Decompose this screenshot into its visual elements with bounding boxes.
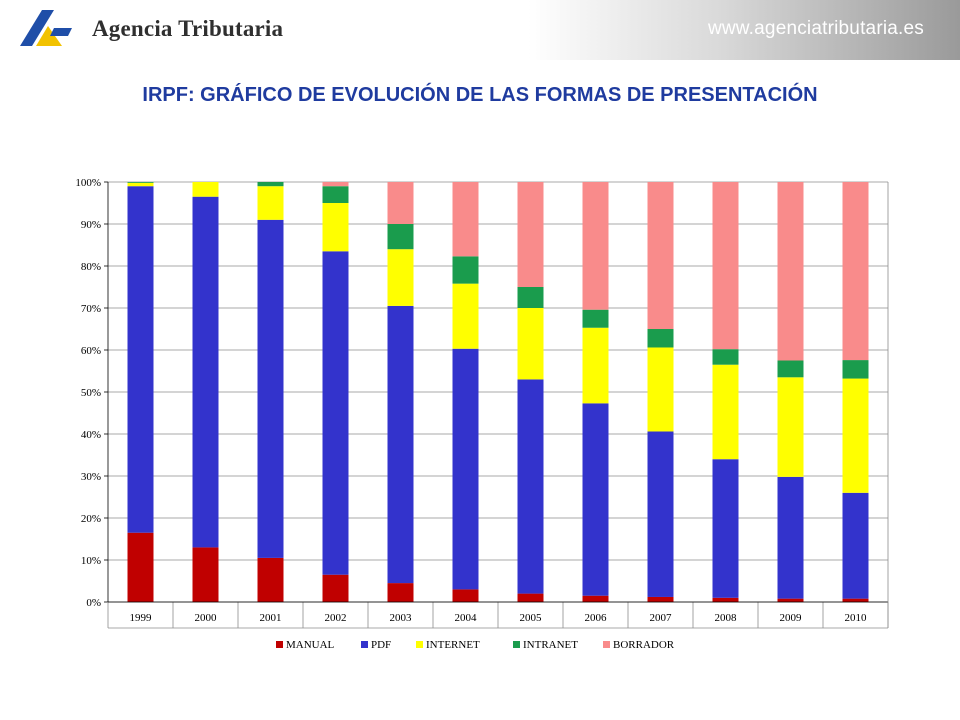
bar-intranet-2004 — [452, 256, 479, 284]
y-tick-label: 90% — [81, 219, 101, 231]
bar-intranet-2001 — [257, 182, 284, 187]
x-tick-label: 2005 — [520, 612, 543, 624]
bar-pdf-2005 — [517, 379, 544, 594]
legend-swatch-intranet — [513, 641, 520, 648]
bar-internet-2008 — [712, 364, 739, 460]
x-tick-label: 2001 — [260, 612, 282, 624]
bar-manual-2005 — [517, 593, 544, 602]
x-tick-label: 2002 — [325, 612, 347, 624]
bar-intranet-2007 — [647, 329, 674, 348]
bar-intranet-2005 — [517, 287, 544, 308]
legend-label-pdf: PDF — [371, 639, 391, 651]
y-tick-label: 60% — [81, 345, 101, 357]
bar-intranet-2002 — [322, 186, 349, 203]
bar-manual-2010 — [842, 598, 869, 602]
legend-swatch-borrador — [603, 641, 610, 648]
bar-intranet-2003 — [387, 224, 414, 250]
bar-internet-2001 — [257, 186, 284, 220]
bar-pdf-2004 — [452, 348, 479, 590]
bar-intranet-2006 — [582, 309, 609, 328]
bar-internet-1999 — [127, 182, 154, 187]
bar-borrador-2007 — [647, 182, 674, 329]
bar-internet-2005 — [517, 308, 544, 380]
bar-manual-2008 — [712, 597, 739, 602]
agency-name: Agencia Tributaria — [92, 16, 284, 41]
header-banner: Agencia Tributaria www.agenciatributaria… — [0, 0, 960, 60]
bar-pdf-2006 — [582, 403, 609, 596]
x-tick-label: 2009 — [780, 612, 803, 624]
y-tick-label: 80% — [81, 261, 101, 273]
y-tick-label: 100% — [75, 177, 101, 189]
legend-label-manual: MANUAL — [286, 639, 335, 651]
bar-manual-1999 — [127, 532, 154, 602]
y-tick-label: 40% — [81, 429, 101, 441]
bar-pdf-2001 — [257, 219, 284, 558]
bar-internet-2006 — [582, 327, 609, 404]
bar-borrador-2004 — [452, 182, 479, 257]
x-tick-label: 2006 — [585, 612, 608, 624]
x-tick-label: 2003 — [390, 612, 413, 624]
y-tick-label: 20% — [81, 513, 101, 525]
legend-swatch-manual — [276, 641, 283, 648]
bar-pdf-2010 — [842, 492, 869, 599]
y-tick-label: 30% — [81, 471, 101, 483]
x-tick-label: 2008 — [715, 612, 738, 624]
bar-borrador-2008 — [712, 182, 739, 350]
bar-borrador-2009 — [777, 182, 804, 361]
bar-internet-2003 — [387, 249, 414, 306]
bar-borrador-2003 — [387, 182, 414, 224]
legend-swatch-pdf — [361, 641, 368, 648]
bar-manual-2004 — [452, 589, 479, 602]
bar-internet-2007 — [647, 347, 674, 432]
bar-pdf-2003 — [387, 305, 414, 584]
bar-pdf-2007 — [647, 431, 674, 597]
x-tick-label: 2007 — [650, 612, 673, 624]
bar-manual-2002 — [322, 574, 349, 602]
bar-borrador-2010 — [842, 182, 869, 361]
agencia-tributaria-logo-icon — [20, 10, 72, 46]
y-tick-label: 0% — [86, 597, 101, 609]
x-tick-label: 2000 — [195, 612, 218, 624]
bar-internet-2002 — [322, 203, 349, 252]
y-tick-label: 50% — [81, 387, 101, 399]
site-url[interactable]: www.agenciatributaria.es — [707, 18, 924, 39]
x-tick-label: 2010 — [845, 612, 868, 624]
legend-label-borrador: BORRADOR — [613, 639, 675, 651]
bar-borrador-2002 — [322, 182, 349, 187]
bar-internet-2009 — [777, 377, 804, 477]
bar-internet-2010 — [842, 378, 869, 493]
bar-pdf-2008 — [712, 459, 739, 598]
legend-label-intranet: INTRANET — [523, 639, 578, 651]
y-tick-label: 70% — [81, 303, 101, 315]
bar-pdf-2000 — [192, 196, 219, 548]
bar-borrador-2006 — [582, 182, 609, 310]
bar-internet-2004 — [452, 283, 479, 349]
bar-manual-2009 — [777, 598, 804, 602]
bar-pdf-2009 — [777, 476, 804, 599]
bar-intranet-2009 — [777, 360, 804, 378]
bar-intranet-2008 — [712, 349, 739, 365]
bar-manual-2006 — [582, 595, 609, 602]
x-tick-label: 2004 — [455, 612, 478, 624]
bar-intranet-2010 — [842, 360, 869, 379]
x-tick-label: 1999 — [130, 612, 153, 624]
y-tick-label: 10% — [81, 555, 101, 567]
bar-intranet-1999 — [127, 182, 154, 183]
bar-manual-2001 — [257, 557, 284, 602]
bar-manual-2007 — [647, 596, 674, 602]
bar-manual-2003 — [387, 583, 414, 602]
legend-swatch-internet — [416, 641, 423, 648]
bar-manual-2000 — [192, 547, 219, 602]
bar-pdf-2002 — [322, 251, 349, 575]
chart-title: IRPF: GRÁFICO DE EVOLUCIÓN DE LAS FORMAS… — [142, 84, 818, 106]
legend-label-internet: INTERNET — [426, 639, 480, 651]
bar-borrador-2005 — [517, 182, 544, 287]
bar-internet-2000 — [192, 182, 219, 197]
bar-pdf-1999 — [127, 186, 154, 533]
